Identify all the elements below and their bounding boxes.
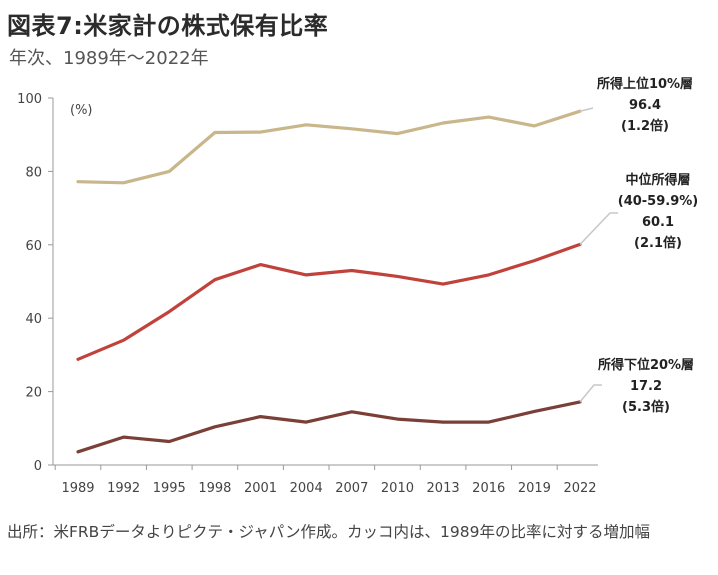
series-annotation: (1.2倍): [621, 118, 669, 134]
y-tick-label: 60: [25, 239, 42, 254]
unit-label: (%): [70, 103, 93, 118]
annotation-leader: [579, 212, 618, 245]
series-annotation: 96.4: [629, 98, 661, 113]
y-tick-label: 20: [25, 386, 42, 401]
source-note: 出所：米FRBデータよりピクテ・ジャパン作成。カッコ内は、1989年の比率に対す…: [7, 523, 650, 541]
x-tick-label: 2019: [518, 481, 551, 496]
chart-title: 図表7:米家計の株式保有比率: [7, 12, 329, 40]
x-tick-label: 1998: [198, 481, 231, 496]
series-annotation: 17.2: [630, 379, 662, 394]
x-tick-label: 2010: [381, 481, 414, 496]
x-tick-label: 2004: [290, 481, 323, 496]
x-tick-label: 1989: [61, 481, 94, 496]
series-annotation: 所得上位10%層: [597, 76, 693, 92]
series-annotation: (40-59.9%): [618, 194, 698, 209]
x-tick-label: 1992: [107, 481, 140, 496]
x-tick-label: 2001: [244, 481, 277, 496]
annotation-leader: [579, 384, 602, 403]
x-tick-label: 2007: [335, 481, 368, 496]
series-line: [76, 242, 582, 361]
x-tick-label: 2022: [563, 481, 596, 496]
series-annotation: (2.1倍): [634, 235, 682, 251]
series-annotation: 所得下位20%層: [598, 357, 694, 373]
x-tick-label: 2016: [472, 481, 505, 496]
series-annotation: 60.1: [642, 215, 674, 230]
annotation-leader: [579, 107, 594, 112]
y-tick-label: 40: [25, 312, 42, 327]
x-tick-label: 2013: [427, 481, 460, 496]
y-tick-label: 80: [25, 165, 42, 180]
series-annotation: (5.3倍): [622, 399, 670, 415]
chart-subtitle: 年次、1989年～2022年: [9, 48, 209, 69]
series-line: [76, 400, 582, 454]
line-chart: 0 20 40 60 80 100 1989 1992 1995 1998 2001 2004 2007…: [17, 76, 698, 496]
series-annotation: 中位所得層: [625, 172, 690, 188]
x-tick-label: 1995: [153, 481, 186, 496]
series-line: [76, 109, 582, 185]
y-tick-label: 0: [34, 459, 42, 474]
y-tick-label: 100: [17, 92, 42, 107]
